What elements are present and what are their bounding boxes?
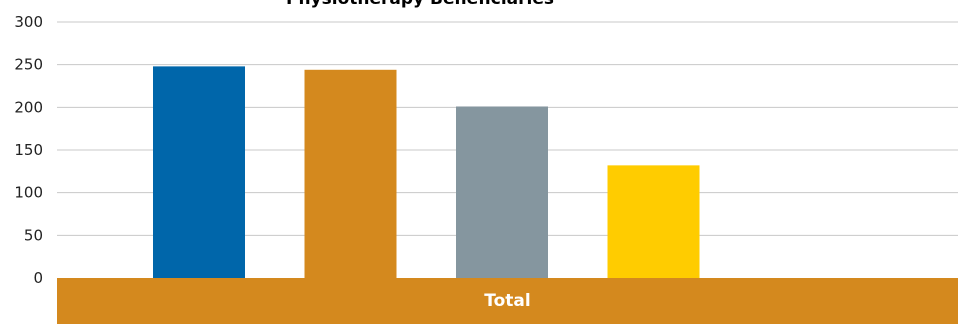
- y-tick-label: 300: [14, 13, 43, 31]
- chart-title: Physiotherapy Beneficiaries: [286, 0, 554, 9]
- y-tick-label: 0: [33, 269, 43, 287]
- y-axis-ticks: 0 50 100 150 200 250 300: [14, 13, 43, 287]
- bar: [456, 106, 548, 278]
- y-tick-label: 100: [14, 184, 43, 202]
- bar: [304, 69, 397, 278]
- bar: [607, 165, 700, 278]
- bar: [153, 66, 245, 278]
- bars: [153, 66, 700, 278]
- y-tick-label: 200: [14, 98, 43, 116]
- category-band: [57, 278, 958, 324]
- y-tick-label: 150: [14, 141, 43, 159]
- y-tick-label: 250: [14, 56, 43, 74]
- category-label: Total: [484, 291, 530, 311]
- y-tick-label: 50: [24, 226, 43, 244]
